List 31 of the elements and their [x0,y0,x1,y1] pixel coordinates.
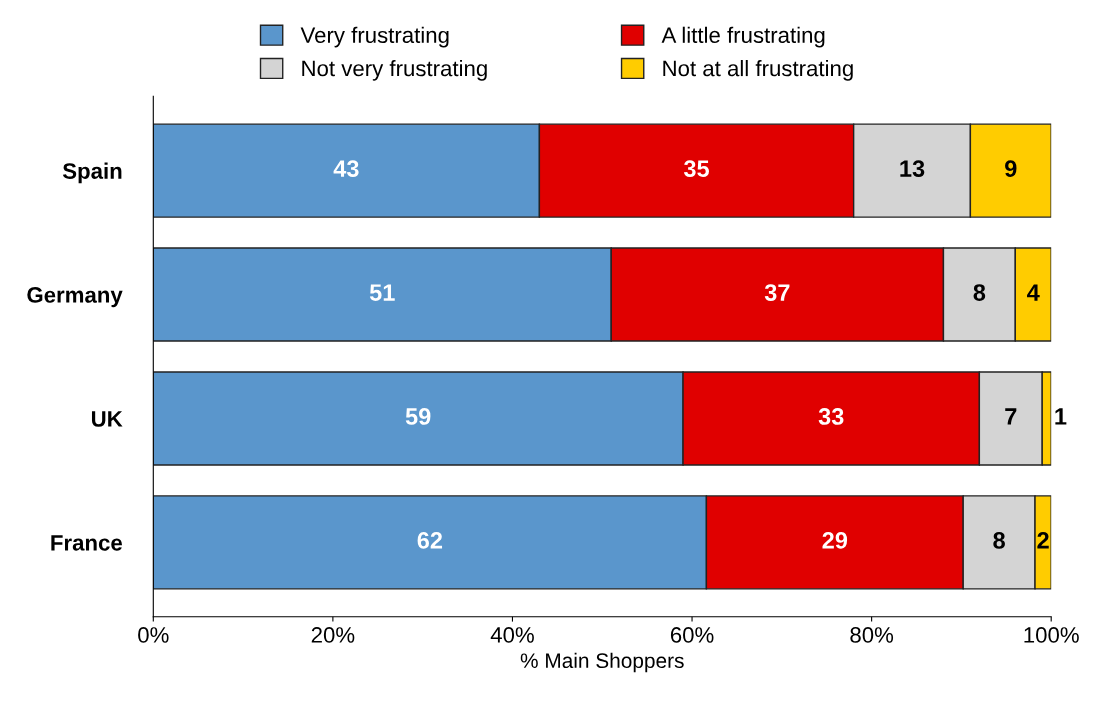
data-label: 4 [1027,284,1040,301]
legend-label: Very frustrating [300,26,449,48]
data-label: 7 [1005,408,1017,425]
data-label: 13 [900,160,925,177]
x-tick-label: 0% [138,627,169,643]
legend-label: Not at all frustrating [663,59,853,81]
y-tick-label: France [51,535,122,551]
data-label: 59 [405,408,431,425]
data-label: 29 [822,532,848,549]
x-tick-label: 20% [311,627,355,643]
data-label: 1 [1055,408,1067,425]
x-tick-label: 80% [850,627,894,643]
legend-label: Not very frustrating [302,59,487,81]
x-tick-label: 40% [490,627,534,643]
data-label: 8 [973,284,986,301]
data-label: 62 [417,532,443,549]
data-label: 2 [1037,532,1049,549]
data-label: 9 [1005,160,1017,177]
y-tick-label: UK [91,411,123,427]
x-axis-title: % Main Shoppers [520,652,684,673]
y-tick-label: Germany [27,287,123,308]
data-label: 35 [683,160,709,177]
data-label: 8 [993,532,1005,549]
legend-label: A little frustrating [661,26,825,48]
x-tick-label: 60% [670,627,714,643]
data-label: 33 [818,408,844,425]
data-label: 51 [369,284,395,301]
data-label: 43 [333,160,359,177]
data-label: 37 [764,284,790,301]
y-tick-label: Spain [62,162,122,184]
x-tick-label: 100% [1024,627,1079,643]
